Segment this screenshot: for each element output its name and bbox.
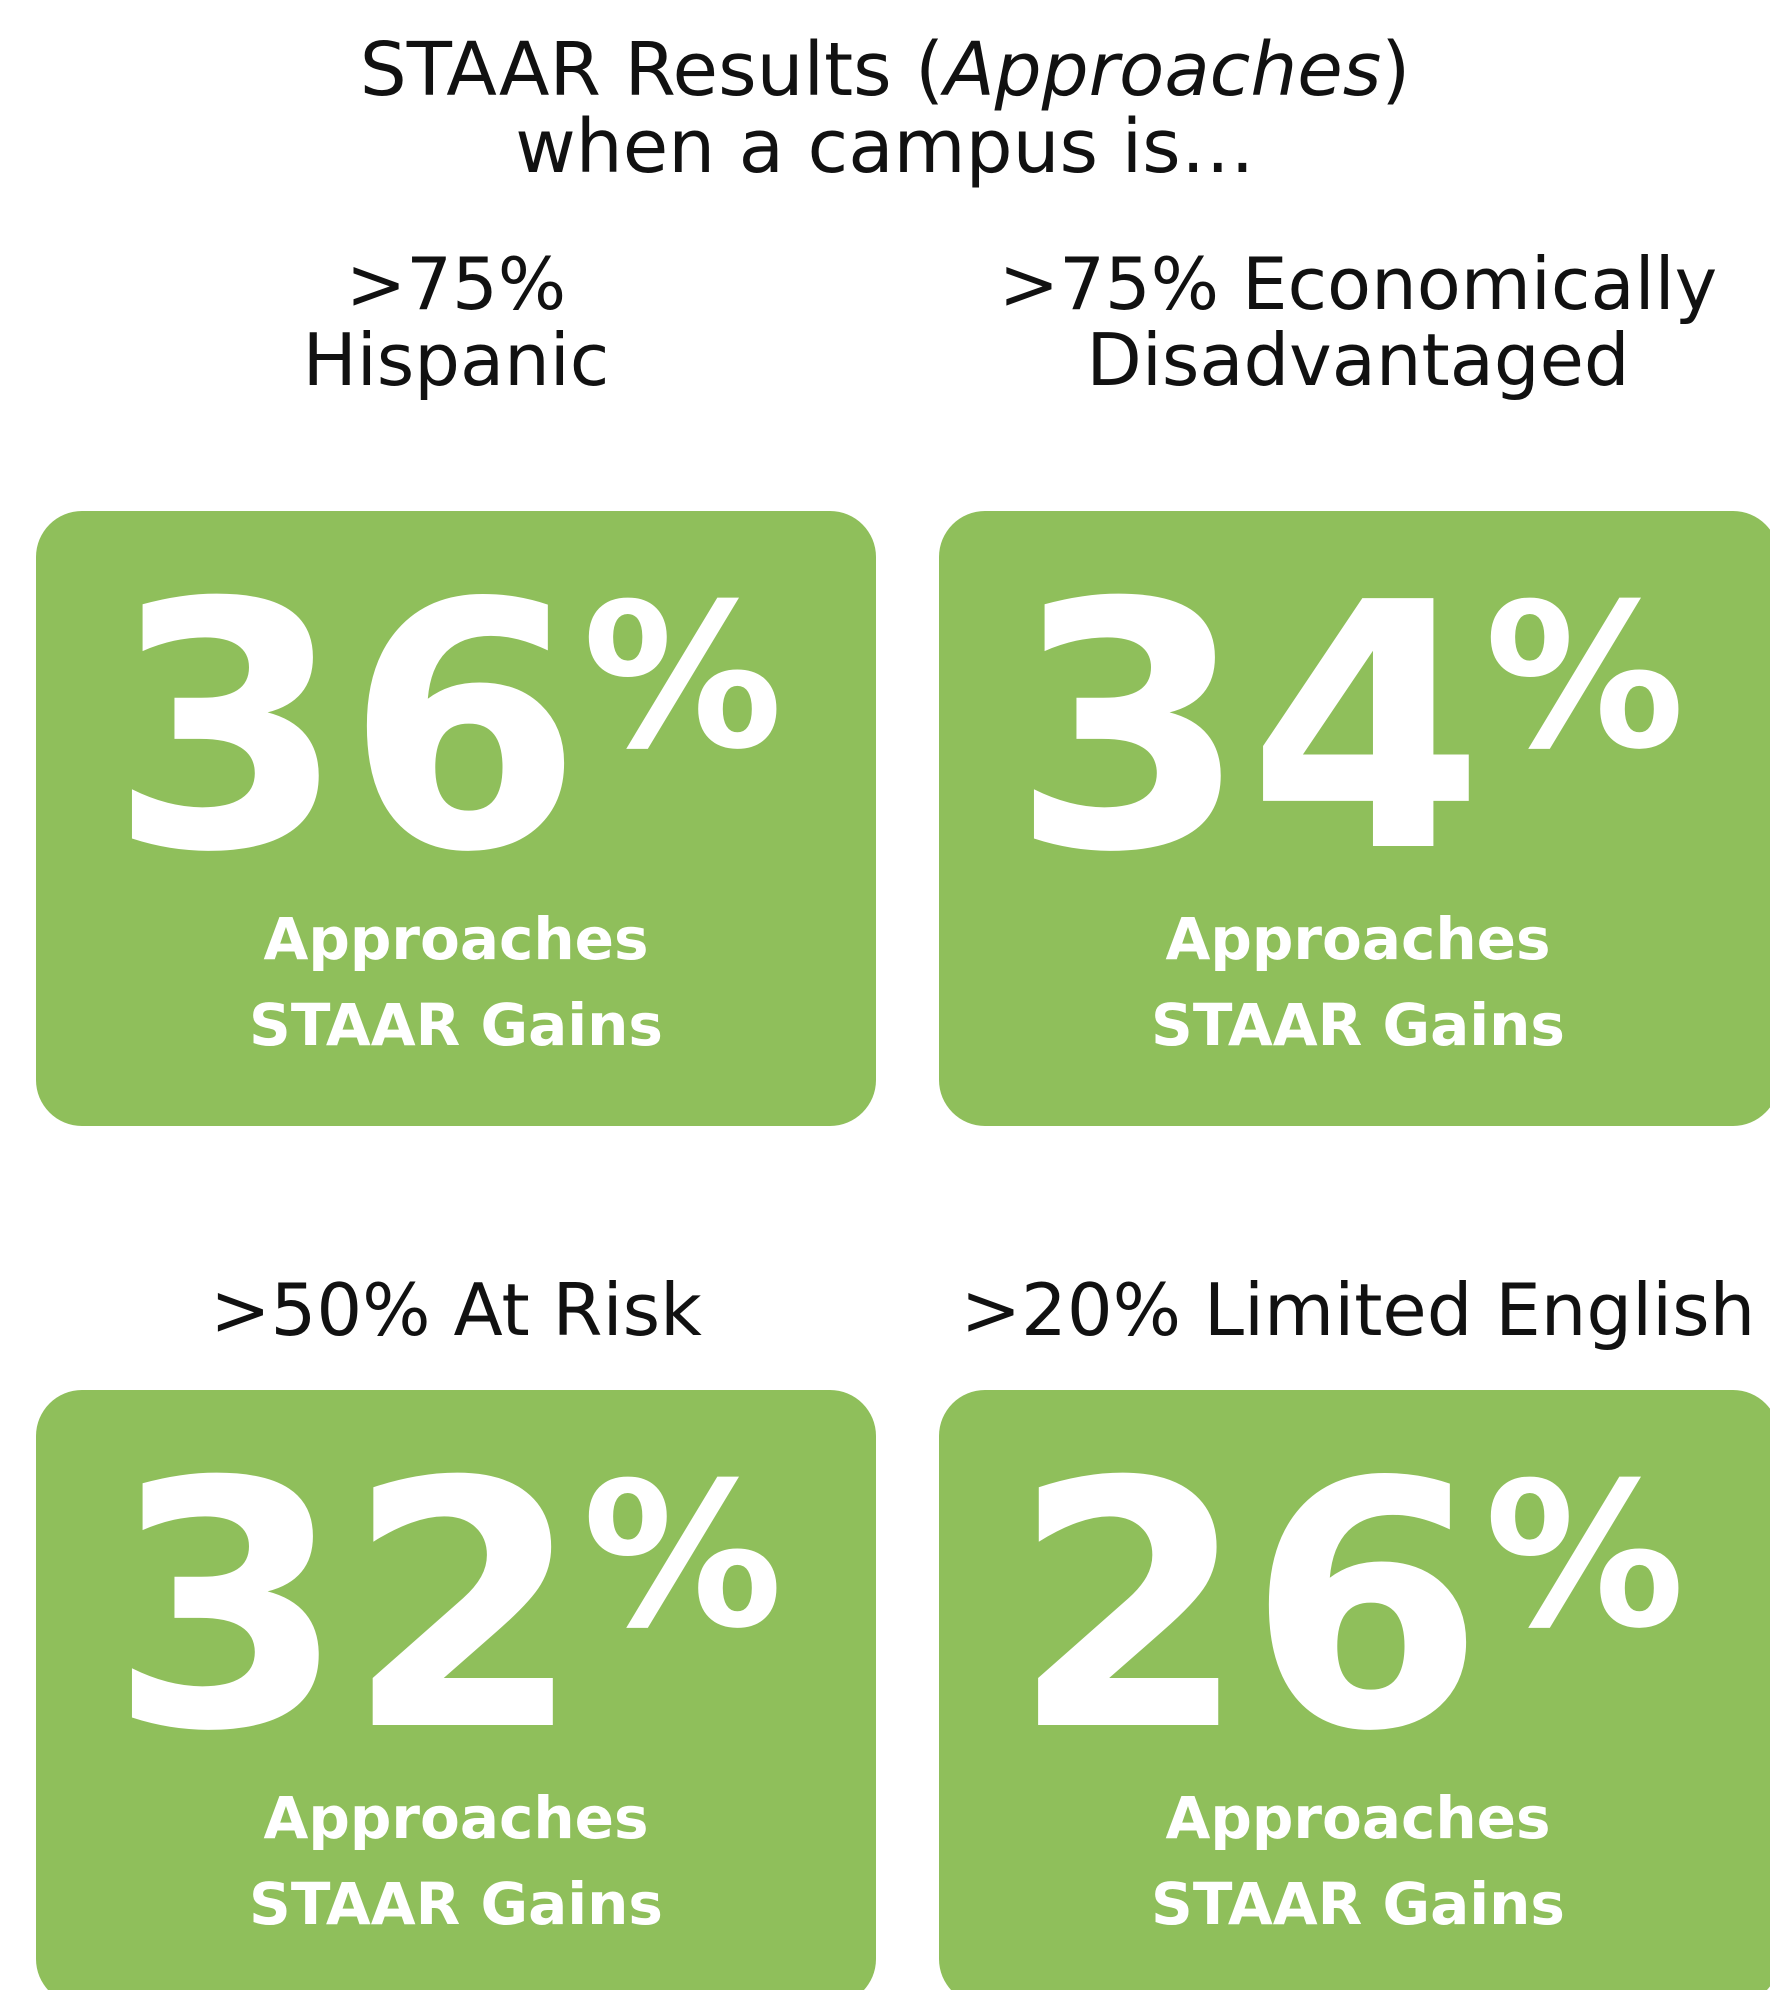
card-heading: >50% At Risk <box>210 1268 702 1352</box>
title-part: ) <box>1381 27 1410 113</box>
card-value: 36% <box>109 531 783 927</box>
card-label: Approaches <box>263 1784 648 1852</box>
title: STAAR Results (Approaches) <box>360 27 1410 113</box>
value-number: 34 <box>1011 531 1484 927</box>
card: >75% EconomicallyDisadvantaged34%Approac… <box>939 242 1770 1126</box>
title-part: Approaches <box>940 27 1381 113</box>
card-value: 34% <box>1011 531 1685 927</box>
card-box <box>36 511 876 1126</box>
card-heading: Disadvantaged <box>1086 318 1629 402</box>
card-heading: >75% Economically <box>999 242 1718 326</box>
subtitle: when a campus is… <box>515 104 1254 190</box>
value-unit: % <box>1484 1440 1684 1673</box>
card-heading: >75% <box>346 242 566 326</box>
card-label: STAAR Gains <box>249 991 663 1059</box>
card-label: Approaches <box>1165 1784 1550 1852</box>
value-unit: % <box>582 1440 782 1673</box>
card-value: 26% <box>1011 1410 1685 1806</box>
value-number: 26 <box>1011 1410 1484 1806</box>
card-box <box>939 511 1770 1126</box>
card-heading: >20% Limited English <box>961 1268 1756 1352</box>
value-unit: % <box>1484 561 1684 794</box>
card-heading: Hispanic <box>303 318 610 402</box>
card-box <box>939 1390 1770 1990</box>
card-label: STAAR Gains <box>1151 991 1565 1059</box>
card-box <box>36 1390 876 1990</box>
card-label: STAAR Gains <box>249 1870 663 1938</box>
card-label: Approaches <box>263 905 648 973</box>
card-value: 32% <box>109 1410 783 1806</box>
card-label: STAAR Gains <box>1151 1870 1565 1938</box>
value-number: 32 <box>109 1410 582 1806</box>
card-label: Approaches <box>1165 905 1550 973</box>
title-part: STAAR Results ( <box>360 27 944 113</box>
value-number: 36 <box>109 531 582 927</box>
value-unit: % <box>582 561 782 794</box>
